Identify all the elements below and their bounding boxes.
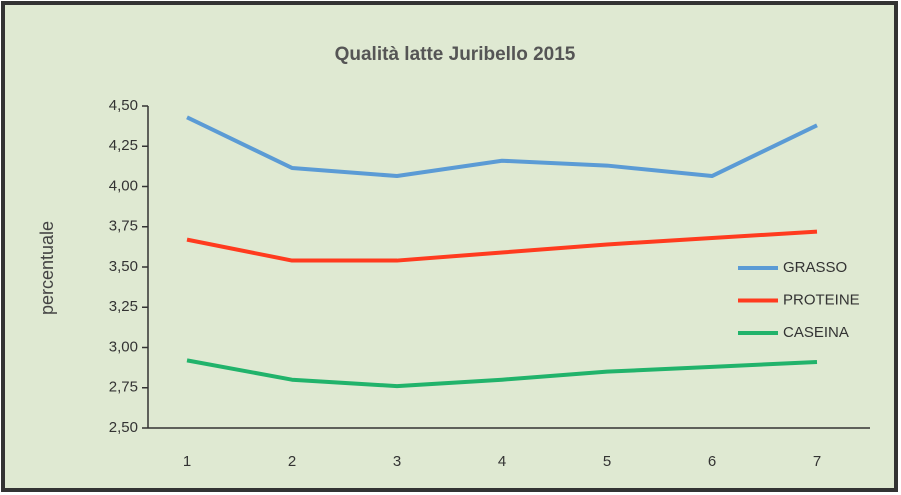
line-series xyxy=(186,115,818,179)
line-series xyxy=(186,229,818,263)
line-series xyxy=(186,358,818,389)
y-tick-label: 2,75 xyxy=(109,379,138,396)
x-tick-label: 4 xyxy=(498,453,506,470)
y-tick-label: 4,00 xyxy=(109,177,138,194)
x-tick-label: 5 xyxy=(603,453,611,470)
x-tick-label: 3 xyxy=(393,453,401,470)
legend-label: GRASSO xyxy=(783,259,847,276)
y-tick-label: 4,25 xyxy=(109,137,138,154)
chart-title: Qualità latte Juribello 2015 xyxy=(335,44,576,65)
legend-label: PROTEINE xyxy=(783,291,860,308)
y-tick-label: 3,50 xyxy=(109,258,138,275)
x-tick-label: 7 xyxy=(813,453,821,470)
x-tick-label: 6 xyxy=(708,453,716,470)
y-tick-label: 3,25 xyxy=(109,298,138,315)
legend-label: CASEINA xyxy=(783,324,849,341)
y-tick-label: 3,00 xyxy=(109,338,138,355)
x-tick-label: 2 xyxy=(288,453,296,470)
y-tick-label: 2,50 xyxy=(109,419,138,436)
y-tick-label: 3,75 xyxy=(109,218,138,235)
x-tick-label: 1 xyxy=(183,453,191,470)
y-axis-title: percentuale xyxy=(37,221,57,315)
y-tick-label: 4,50 xyxy=(109,97,138,114)
